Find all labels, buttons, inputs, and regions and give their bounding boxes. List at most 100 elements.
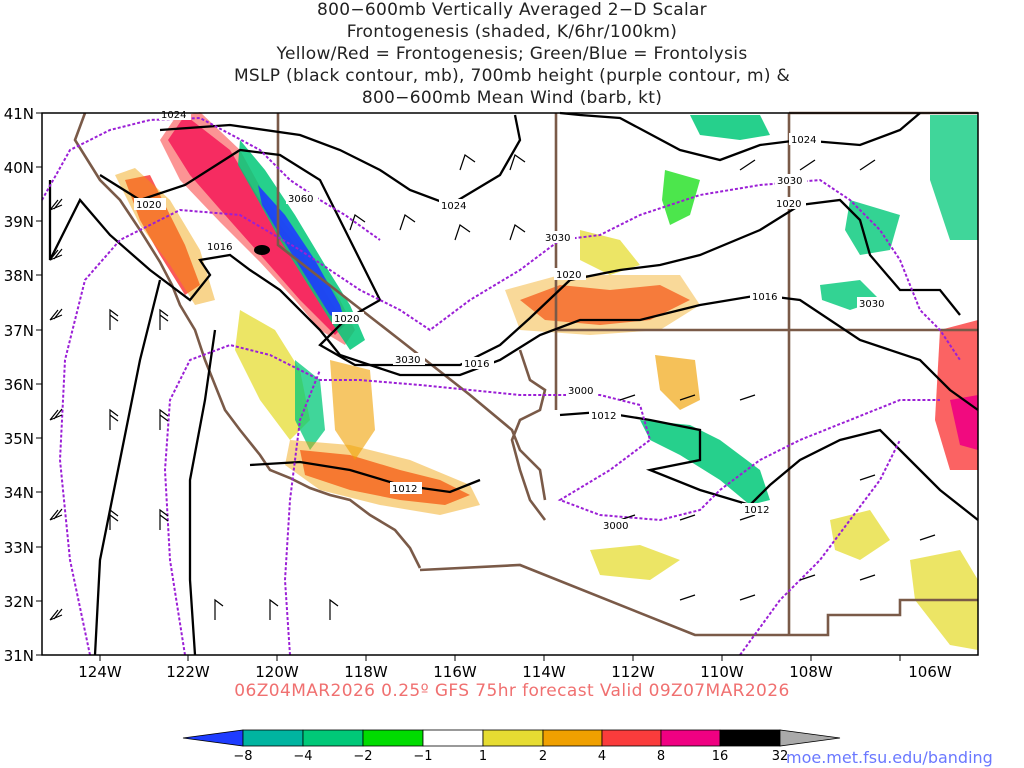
wind-barb [329, 598, 339, 620]
credit-link[interactable]: moe.met.fsu.edu/banding [786, 748, 993, 767]
height-contour-2970-east [739, 439, 901, 656]
wind-barb [349, 214, 366, 231]
mslp-label: 1016 [207, 242, 232, 253]
mslp-label: 1012 [591, 411, 616, 422]
colorbar-label: −8 [233, 749, 252, 764]
fronto-south-az [590, 545, 680, 580]
wind-barb [454, 224, 471, 241]
colorbar-label: 4 [598, 749, 606, 764]
lat-tick-label: 37N [4, 322, 34, 340]
lon-tick-label: 120W [255, 663, 299, 681]
map-panel: 1024 1024 1024 1020 1020 1020 1016 1016 … [41, 108, 979, 656]
wind-barb [159, 408, 169, 430]
mslp-label-bg [750, 290, 782, 302]
lat-tick-label: 31N [4, 647, 34, 665]
geo-borders [73, 111, 978, 637]
lat-tick-label: 41N [4, 105, 34, 123]
wind-barb [859, 574, 876, 581]
mslp-contour-1024-east [559, 111, 921, 162]
mslp-label-bg [554, 268, 586, 280]
height-label: 3030 [545, 233, 570, 244]
mslp-label: 1012 [392, 484, 417, 495]
colorado-river [510, 349, 547, 521]
colorbar-swatch [719, 729, 781, 747]
height-contour-2970 [283, 369, 321, 656]
contour-labels: 1024 1024 1024 1020 1020 1020 1016 1016 … [134, 108, 889, 532]
mslp-label: 1020 [776, 199, 801, 210]
lon-tick-label: 112W [611, 663, 655, 681]
lat-tick-label: 38N [4, 267, 34, 285]
colorbar-swatch [601, 729, 662, 747]
wind-barb [509, 154, 526, 171]
colorbar-label: 32 [772, 749, 789, 764]
height-label: 3030 [859, 299, 884, 310]
wind-barb [159, 308, 169, 330]
wind-barb [679, 514, 696, 521]
title-line-4: MSLP (black contour, mb), 700mb height (… [233, 66, 791, 86]
mslp-contour-1024 [159, 114, 522, 207]
fronto-band-socal-edge [285, 440, 480, 515]
wind-barb [799, 574, 816, 581]
wind-barb [799, 159, 816, 171]
frontolysis-central-ca [295, 360, 325, 450]
lon-tick-label: 122W [166, 663, 210, 681]
height-label-bg [601, 519, 633, 531]
fronto-4corners [580, 230, 640, 275]
wind-barb [49, 248, 63, 261]
wind-barb [619, 394, 636, 401]
wind-barb [679, 594, 696, 601]
mslp-label: 1012 [744, 505, 769, 516]
height-label-bg [543, 231, 575, 243]
map-background [42, 113, 978, 655]
wind-barb [109, 308, 119, 330]
height-label: 3030 [777, 176, 802, 187]
latitude-axis: 41N 40N 39N 38N 37N 36N 35N 34N 33N 32N … [4, 105, 42, 665]
mslp-label-bg [332, 312, 364, 324]
colorbar-label: 2 [539, 749, 547, 764]
colorbar-swatch [182, 729, 244, 747]
wind-barb [109, 408, 119, 430]
colorbar-label: 1 [479, 749, 487, 764]
wind-barb [49, 508, 63, 521]
lat-tick-label: 36N [4, 376, 34, 394]
wind-barb [859, 159, 876, 171]
fronto-utah-band [520, 285, 690, 325]
mslp-label-bg [134, 198, 166, 210]
mslp-label-bg [742, 503, 774, 515]
wind-barb [459, 154, 476, 171]
height-label-bg [393, 353, 425, 365]
lat-tick-label: 32N [4, 593, 34, 611]
mslp-label-bg [390, 482, 422, 494]
mslp-label-bg [439, 199, 471, 211]
colorbar-swatch [242, 729, 304, 747]
wind-barb [739, 394, 756, 401]
mslp-label: 1016 [752, 292, 777, 303]
title-line-5: 800−600mb Mean Wind (barb, kt) [361, 88, 663, 108]
california-coastline [73, 112, 422, 569]
mslp-label: 1020 [556, 270, 581, 281]
mslp-contours [48, 111, 979, 656]
wind-barb [49, 198, 63, 211]
fronto-utah-band-edge [505, 275, 700, 335]
lon-tick-label: 118W [344, 663, 388, 681]
lon-tick-label: 114W [522, 663, 566, 681]
mslp-label-bg [159, 108, 191, 120]
height-label-bg [857, 297, 889, 309]
frontolysis-east [845, 200, 900, 255]
lon-tick-label: 116W [433, 663, 477, 681]
wind-barb [214, 598, 224, 620]
fronto-band-socal [300, 450, 470, 505]
colorbar-swatch [660, 729, 721, 747]
height-label-bg [566, 384, 598, 396]
colorbar-label: 16 [712, 749, 729, 764]
wind-barb [159, 508, 169, 530]
wind-barb [509, 224, 526, 241]
lon-tick-label: 124W [78, 663, 122, 681]
lat-tick-label: 40N [4, 159, 34, 177]
colorbar: −8 −4 −2 −1 1 2 4 8 16 32 [182, 729, 841, 764]
height-label: 3030 [395, 355, 420, 366]
height-label-bg [775, 174, 807, 186]
wind-barb [109, 508, 119, 530]
height-label-bg [286, 192, 318, 204]
mslp-contour-1012-west [188, 329, 217, 656]
